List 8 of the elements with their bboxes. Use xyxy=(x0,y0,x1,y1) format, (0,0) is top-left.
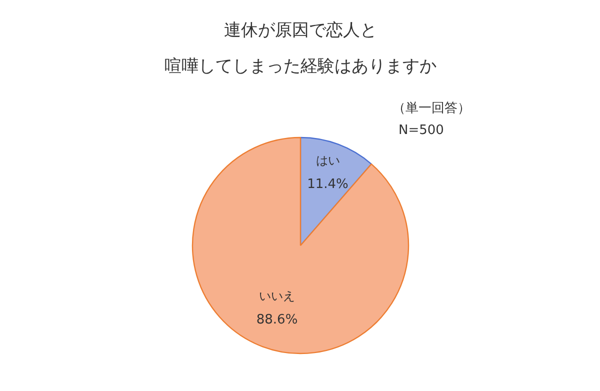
data-label: 88.6% xyxy=(256,312,298,328)
text: N=500 xyxy=(398,123,444,138)
slice-label: はい xyxy=(316,154,340,168)
chart-subtitle: 喧嘩してしまった経験はありますか xyxy=(164,56,436,76)
text: （単一回答） xyxy=(392,101,470,116)
slice-label: いいえ xyxy=(259,289,296,304)
chart-title: 連休が原因で恋人と xyxy=(224,20,377,40)
data-label: 11.4% xyxy=(307,177,348,192)
